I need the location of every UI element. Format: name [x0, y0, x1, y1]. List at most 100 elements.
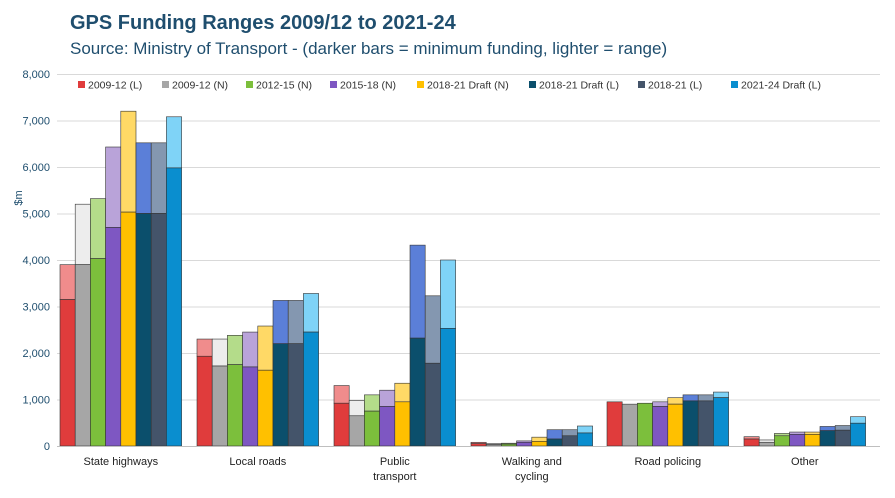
- legend-swatch: [529, 81, 536, 88]
- category-label: Walking and: [502, 456, 562, 468]
- legend-label: 2021-24 Draft (L): [741, 80, 821, 92]
- bar-minimum-segment: [424, 362, 441, 447]
- bar-range-segment: [743, 436, 760, 440]
- legend-item: 2018-21 Draft (N): [417, 80, 509, 92]
- category-label: cycling: [515, 471, 549, 483]
- bar-range-segment: [379, 389, 396, 407]
- category-label: Public: [380, 456, 410, 468]
- bar-range-segment: [105, 146, 122, 228]
- bar-minimum-segment: [150, 213, 167, 447]
- legend-item: 2009-12 (N): [162, 80, 228, 92]
- bar-minimum-segment: [272, 343, 289, 447]
- legend-item: 2021-24 Draft (L): [731, 80, 821, 92]
- bar-minimum-segment: [166, 167, 182, 447]
- bar-range-segment: [59, 264, 76, 300]
- legend-label: 2012-15 (N): [256, 80, 312, 92]
- bar-minimum-segment: [682, 400, 699, 447]
- bar-range-segment: [333, 385, 350, 404]
- bar-range-segment: [120, 110, 137, 213]
- category-label: Other: [791, 456, 819, 468]
- gridlines: [57, 74, 880, 401]
- bar-range-segment: [577, 425, 593, 434]
- chart-subtitle: Source: Ministry of Transport - (darker …: [70, 39, 667, 58]
- bar-range-segment: [682, 394, 699, 402]
- bar-minimum-segment: [516, 441, 533, 447]
- bar-minimum-segment: [652, 406, 669, 447]
- bar-range-segment: [789, 431, 806, 435]
- bar-range-segment: [440, 259, 456, 329]
- bar-minimum-segment: [440, 328, 456, 447]
- bar-range-segment: [211, 338, 228, 367]
- bar-minimum-segment: [789, 434, 806, 447]
- bar-range-segment: [561, 429, 578, 437]
- bar-minimum-segment: [333, 402, 350, 447]
- bar-minimum-segment: [196, 355, 213, 447]
- legend-label: 2009-12 (N): [172, 80, 228, 92]
- legend-item: 2018-21 (L): [638, 80, 702, 92]
- bar-minimum-segment: [774, 435, 790, 447]
- bar-minimum-segment: [819, 430, 836, 447]
- bar-range-segment: [287, 300, 304, 344]
- legend-swatch: [78, 81, 85, 88]
- bar-minimum-segment: [758, 441, 775, 447]
- bar-range-segment: [394, 382, 411, 403]
- legend-swatch: [246, 81, 253, 88]
- bar-range-segment: [713, 391, 729, 398]
- bar-minimum-segment: [501, 443, 517, 447]
- y-tick-label: 3,000: [22, 302, 50, 314]
- legend-label: 2009-12 (L): [88, 80, 142, 92]
- bar-minimum-segment: [697, 400, 714, 447]
- y-tick-label: 6,000: [22, 162, 50, 174]
- bar-range-segment: [90, 198, 106, 259]
- category-labels: State highways Local roads Public transport…: [83, 456, 818, 483]
- bar-minimum-segment: [257, 369, 274, 447]
- category-label: transport: [373, 471, 416, 483]
- bar-minimum-segment: [850, 422, 866, 447]
- bar-range-segment: [135, 142, 152, 214]
- y-tick-label: 5,000: [22, 209, 50, 221]
- bar-minimum-segment: [577, 432, 593, 447]
- bar-minimum-segment: [105, 227, 122, 447]
- bar-minimum-segment: [834, 429, 851, 447]
- bar-range-segment: [774, 433, 790, 437]
- category-label: Local roads: [229, 456, 286, 468]
- bar-minimum-segment: [211, 365, 228, 447]
- chart-title: GPS Funding Ranges 2009/12 to 2021-24: [70, 12, 457, 34]
- category-label: Road policing: [634, 456, 701, 468]
- bar-minimum-segment: [364, 410, 380, 447]
- legend-swatch: [162, 81, 169, 88]
- bar-range-segment: [697, 394, 714, 402]
- bar-range-segment: [150, 142, 167, 214]
- bar-minimum-segment: [135, 213, 152, 447]
- bar-range-segment: [74, 203, 91, 265]
- bar-range-segment: [804, 431, 821, 435]
- y-axis-label: $m: [13, 190, 25, 205]
- bar-minimum-segment: [637, 402, 653, 447]
- bar-minimum-segment: [606, 401, 623, 447]
- bar-minimum-segment: [409, 337, 426, 447]
- legend-label: 2018-21 Draft (L): [539, 80, 619, 92]
- bars: [59, 110, 866, 447]
- legend-item: 2012-15 (N): [246, 80, 312, 92]
- bar-range-segment: [227, 335, 243, 365]
- bar-range-segment: [850, 416, 866, 424]
- legend-item: 2009-12 (L): [78, 80, 142, 92]
- legend-item: 2018-21 Draft (L): [529, 80, 619, 92]
- bar-minimum-segment: [59, 299, 76, 447]
- legend-swatch: [731, 81, 738, 88]
- bar-range-segment: [758, 439, 775, 443]
- bar-range-segment: [819, 426, 836, 431]
- bar-minimum-segment: [546, 438, 563, 447]
- y-tick-label: 0: [44, 441, 50, 453]
- legend-swatch: [638, 81, 645, 88]
- legend-label: 2015-18 (N): [340, 80, 396, 92]
- bar-minimum-segment: [120, 211, 137, 447]
- y-tick-label: 7,000: [22, 116, 50, 128]
- y-axis-ticks: 0 1,000 2,000 3,000 4,000 5,000 6,000 7,000 8,00…: [22, 69, 50, 453]
- bar-range-segment: [303, 293, 319, 333]
- bar-range-segment: [652, 401, 669, 407]
- y-tick-label: 8,000: [22, 69, 50, 81]
- bar-minimum-segment: [561, 435, 578, 447]
- bar-minimum-segment: [531, 441, 548, 447]
